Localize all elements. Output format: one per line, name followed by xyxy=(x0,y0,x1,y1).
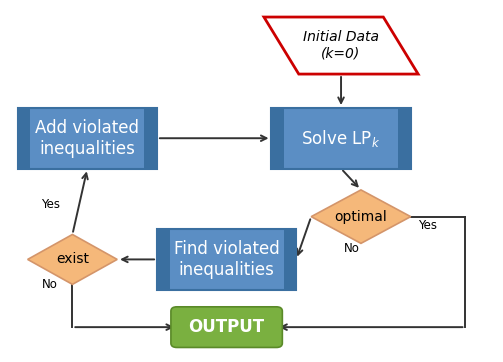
FancyBboxPatch shape xyxy=(157,229,296,290)
Text: exist: exist xyxy=(56,252,89,266)
Polygon shape xyxy=(264,17,418,74)
FancyBboxPatch shape xyxy=(398,108,410,169)
Text: No: No xyxy=(42,278,58,291)
FancyBboxPatch shape xyxy=(18,108,157,169)
Text: Initial Data
(k=0): Initial Data (k=0) xyxy=(303,30,379,61)
Text: Solve LP$_k$: Solve LP$_k$ xyxy=(301,128,381,149)
Polygon shape xyxy=(311,190,410,243)
Text: Add violated
inequalities: Add violated inequalities xyxy=(35,119,139,157)
FancyBboxPatch shape xyxy=(171,307,282,348)
Text: OUTPUT: OUTPUT xyxy=(189,318,265,336)
FancyBboxPatch shape xyxy=(18,108,30,169)
FancyBboxPatch shape xyxy=(272,108,284,169)
FancyBboxPatch shape xyxy=(144,108,157,169)
Polygon shape xyxy=(28,235,117,285)
FancyBboxPatch shape xyxy=(284,229,296,290)
FancyBboxPatch shape xyxy=(157,229,170,290)
Text: Find violated
inequalities: Find violated inequalities xyxy=(174,240,280,279)
Text: No: No xyxy=(344,242,360,255)
Text: optimal: optimal xyxy=(334,210,387,224)
FancyBboxPatch shape xyxy=(272,108,410,169)
Text: Yes: Yes xyxy=(41,198,59,211)
Text: Yes: Yes xyxy=(418,219,437,232)
